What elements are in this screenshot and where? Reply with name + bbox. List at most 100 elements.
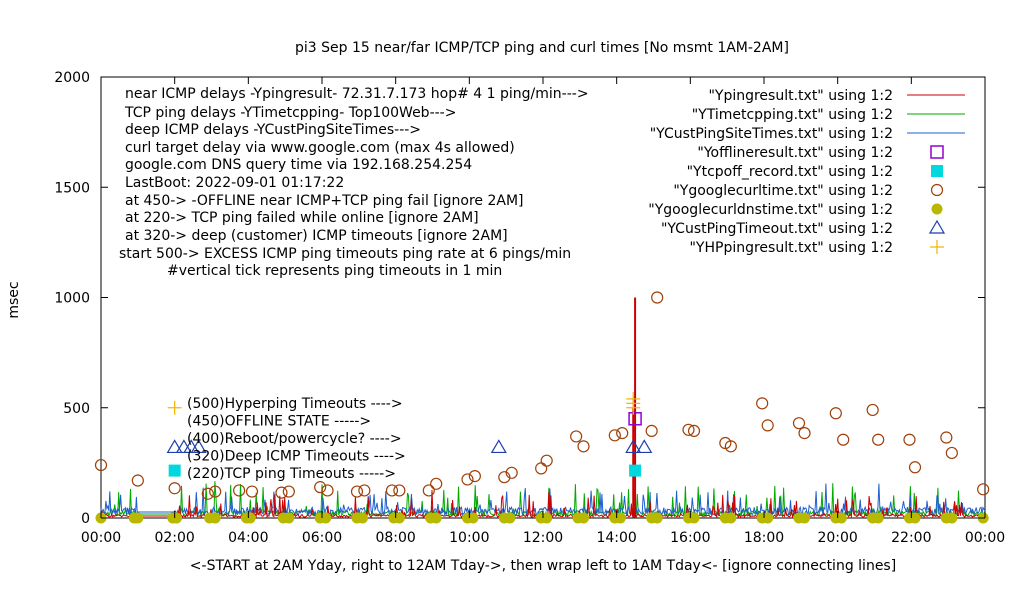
- data-point: [209, 485, 222, 498]
- x-tick-label: 02:00: [154, 530, 194, 546]
- data-point: [358, 484, 371, 497]
- data-point: [724, 440, 737, 453]
- data-point: [233, 484, 246, 497]
- key-label: (400)Reboot/powercycle? ---->: [187, 431, 402, 447]
- data-point: [908, 461, 922, 474]
- x-tick-label: 00:00: [965, 530, 1005, 546]
- info-line: at 320-> deep (customer) ICMP timeouts […: [125, 228, 508, 244]
- key-label: (450)OFFLINE STATE ----->: [187, 414, 371, 430]
- legend-label: "YTimetcpping.txt" using 1:2: [692, 107, 893, 123]
- data-point: [614, 512, 626, 524]
- legend-label: "YCustPingTimeout.txt" using 1:2: [661, 221, 893, 237]
- data-point: [320, 512, 332, 524]
- data-point: [608, 429, 621, 442]
- data-point: [940, 431, 953, 444]
- legend: "Ypingresult.txt" using 1:2 "YTimetcpping…: [648, 88, 965, 256]
- legend-swatch: [931, 165, 943, 177]
- legend-swatch: [930, 240, 944, 254]
- legend-label: "Ytcpoff_record.txt" using 1:2: [687, 164, 893, 180]
- y-tick-label: 0: [81, 511, 90, 527]
- data-point: [651, 512, 663, 524]
- key-label: (320)Deep ICMP Timeouts ---->: [187, 449, 406, 465]
- info-line: TCP ping delays -YTimetcpping- Top100Web…: [124, 105, 456, 121]
- info-line: LastBoot: 2022-09-01 01:17:22: [125, 175, 344, 191]
- legend-label: "Ygooglecurldnstime.txt" using 1:2: [648, 202, 893, 218]
- chart-title: pi3 Sep 15 near/far ICMP/TCP ping and cu…: [295, 40, 789, 56]
- data-point: [872, 433, 885, 446]
- data-point: [132, 512, 144, 524]
- data-point: [167, 400, 182, 415]
- data-point: [131, 474, 144, 487]
- y-tick-label: 500: [63, 401, 90, 417]
- data-point: [490, 439, 507, 454]
- x-tick-label: 14:00: [596, 530, 636, 546]
- data-point: [570, 430, 583, 443]
- data-point: [626, 391, 641, 406]
- x-tick-label: 22:00: [891, 530, 931, 546]
- x-tick-label: 04:00: [228, 530, 268, 546]
- y-tick-label: 1000: [54, 291, 90, 307]
- legend-swatch: [930, 183, 944, 197]
- data-point: [498, 471, 511, 484]
- data-point: [357, 512, 369, 524]
- data-point: [799, 512, 811, 524]
- legend-swatch: [928, 219, 946, 234]
- key-label: (220)TCP ping Timeouts ----->: [187, 466, 396, 482]
- data-point: [282, 485, 295, 498]
- info-line: at 450-> -OFFLINE near ICMP+TCP ping fai…: [125, 193, 524, 209]
- legend-label: "Ygooglecurltime.txt" using 1:2: [673, 183, 893, 199]
- info-line: #vertical tick represents ping timeouts …: [167, 263, 502, 279]
- data-point: [577, 440, 590, 453]
- legend-swatch: [930, 145, 944, 159]
- x-tick-label: 16:00: [670, 530, 710, 546]
- data-point: [245, 485, 259, 498]
- data-point: [909, 512, 921, 524]
- x-tick-label: 18:00: [744, 530, 784, 546]
- data-point: [168, 464, 181, 477]
- info-text: near ICMP delays -Ypingresult- 72.31.7.1…: [119, 86, 589, 279]
- data-point: [977, 483, 990, 496]
- data-point: [625, 439, 642, 454]
- data-point: [209, 512, 221, 524]
- data-point: [535, 462, 548, 475]
- data-point: [430, 477, 443, 490]
- data-point: [461, 473, 474, 486]
- legend-label: "YCustPingSiteTimes.txt" using 1:2: [650, 126, 893, 142]
- data-point: [837, 433, 850, 446]
- data-point: [687, 424, 701, 438]
- data-point: [629, 464, 642, 477]
- data-point: [835, 512, 847, 524]
- info-line: start 500-> EXCESS ICMP ping timeouts pi…: [119, 246, 571, 262]
- data-point: [628, 412, 642, 426]
- data-point: [725, 512, 737, 524]
- data-point: [168, 482, 181, 495]
- x-tick-label: 00:00: [81, 530, 121, 546]
- y-tick-label: 2000: [54, 70, 90, 86]
- data-point: [314, 481, 327, 494]
- data-point: [688, 512, 700, 524]
- data-point: [540, 454, 553, 467]
- info-line: deep ICMP delays -YCustPingSiteTimes--->: [125, 122, 421, 138]
- x-tick-label: 20:00: [817, 530, 857, 546]
- data-point: [903, 433, 916, 446]
- data-point: [616, 427, 629, 440]
- data-point: [94, 458, 108, 472]
- data-point: [244, 512, 256, 524]
- y-tick-label: 1500: [54, 180, 90, 196]
- x-tick-label: 12:00: [523, 530, 563, 546]
- x-axis-label: <-START at 2AM Yday, right to 12AM Tday-…: [190, 558, 896, 574]
- data-point: [393, 484, 406, 497]
- data-point: [422, 484, 435, 497]
- data-point: [393, 512, 405, 524]
- y-axis-label: msec: [6, 281, 22, 318]
- data-point: [350, 485, 364, 498]
- x-tick-label: 10:00: [449, 530, 489, 546]
- legend-label: "Yofflineresult.txt" using 1:2: [697, 145, 893, 161]
- data-point: [798, 427, 811, 440]
- data-point: [636, 439, 653, 454]
- data-point: [682, 423, 695, 436]
- info-line: curl target delay via www.google.com (ma…: [125, 140, 515, 156]
- data-point: [541, 512, 553, 524]
- info-line: at 220-> TCP ping failed while online [i…: [125, 210, 479, 226]
